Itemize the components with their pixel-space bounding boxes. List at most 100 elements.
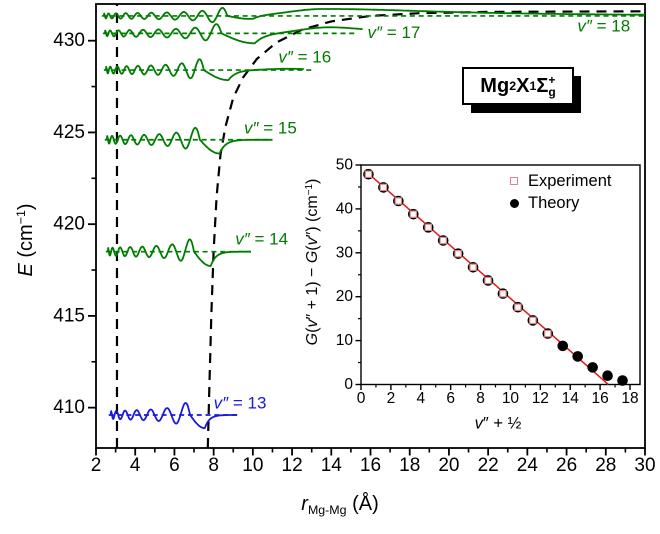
experiment-point <box>484 276 492 285</box>
main-y-tick-label: 430 <box>53 30 85 51</box>
experiment-point <box>394 197 403 205</box>
theory-point <box>587 362 598 373</box>
experiment-point <box>514 303 522 311</box>
theory-point <box>467 261 479 273</box>
main-plot: 2 4 6 8 10 12 14 16 18 20 22 24 26 28 3041041542042543… <box>53 3 656 476</box>
theory-points <box>363 168 628 386</box>
experiment-point <box>364 170 373 178</box>
molecule-state-label: Mg 2 X 1 Σ + g <box>462 67 574 105</box>
experiment-point <box>424 223 432 232</box>
level-label: v″ = 18 <box>577 17 630 36</box>
inset-y-axis-title: G(v″ + 1) − G(v″) (cm−1) <box>303 178 322 346</box>
inset-plot: 0 2 4 6 8 10 12 14 16 18 0 10 20 30 40 50 <box>336 157 641 407</box>
experiment-point <box>499 289 507 298</box>
main-y-axis-title: E (cm−1) <box>14 203 37 277</box>
level-label: v″ = 16 <box>278 48 331 67</box>
inset-y-tick-label: 50 <box>336 157 354 174</box>
theory-point <box>408 208 419 220</box>
theory-point <box>512 301 524 313</box>
experiment-open-square-icon <box>510 177 518 185</box>
experiment-points <box>364 170 552 338</box>
theory-point <box>497 288 509 299</box>
inset-y-tick-label: 20 <box>336 288 354 305</box>
inset-x-tick-label: 16 <box>591 390 608 407</box>
inset-y-tick-label: 30 <box>336 244 354 261</box>
main-y-tick-label: 425 <box>53 122 85 143</box>
legend-label-experiment: Experiment <box>528 171 612 190</box>
main-x-tick-label: 2 <box>91 455 102 476</box>
experiment-point <box>469 263 477 271</box>
level-v18: v″ = 18 <box>101 7 646 36</box>
experiment-point <box>544 329 552 338</box>
inset-x-tick-label: 10 <box>502 390 520 407</box>
legend-entry-theory: Theory <box>504 192 611 214</box>
main-x-tick-label: 10 <box>242 455 263 476</box>
main-x-tick-label: 4 <box>130 455 141 476</box>
main-x-tick-label: 18 <box>399 455 420 476</box>
theory-point <box>572 351 583 362</box>
inset-y-tick-label: 10 <box>336 332 354 349</box>
level-label: v″ = 17 <box>368 23 421 42</box>
theory-point <box>363 168 374 180</box>
main-x-tick-label: 8 <box>208 455 219 476</box>
level-label: v″ = 14 <box>235 229 288 248</box>
experiment-point <box>379 183 388 192</box>
main-x-tick-label: 28 <box>595 455 616 476</box>
legend-entry-experiment: Experiment <box>504 170 611 192</box>
main-x-tick-label: 24 <box>517 455 539 476</box>
inset-legend: Experiment Theory <box>504 170 611 214</box>
main-axis-ticks: 2 4 6 8 10 12 14 16 18 20 22 24 26 28 3041041542042543… <box>53 30 655 476</box>
main-x-tick-label: 20 <box>438 455 459 476</box>
wavefunction-curve <box>102 7 646 24</box>
main-y-tick-label: 410 <box>53 397 85 418</box>
experiment-point <box>409 210 418 218</box>
main-x-tick-label: 12 <box>282 455 303 476</box>
theory-point <box>527 315 539 326</box>
level-v17: v″ = 17 <box>102 23 421 45</box>
theory-point <box>393 195 404 207</box>
inset-y-tick-label: 0 <box>344 376 353 393</box>
theory-point <box>482 275 494 286</box>
level-v13: v″ = 13 <box>108 394 266 430</box>
wavefunction-curve <box>104 58 304 81</box>
main-y-tick-label: 415 <box>53 305 85 326</box>
outer-wall-dashed-curve <box>206 10 646 449</box>
inset-x-tick-label: 4 <box>416 390 425 407</box>
wavefunction-curve <box>103 23 364 45</box>
main-x-tick-label: 30 <box>634 455 655 476</box>
main-x-tick-label: 6 <box>169 455 180 476</box>
theory-point <box>452 248 464 259</box>
inset-x-tick-label: 0 <box>357 390 366 407</box>
main-x-tick-label: 14 <box>321 455 343 476</box>
level-v16: v″ = 16 <box>103 48 331 81</box>
inset-y-tick-label: 40 <box>336 200 354 217</box>
experiment-point <box>454 249 462 258</box>
inset-x-tick-label: 12 <box>532 390 549 407</box>
level-v14: v″ = 14 <box>105 229 288 267</box>
theory-point <box>422 222 434 233</box>
inset-x-tick-label: 2 <box>387 390 396 407</box>
theory-point <box>602 370 613 382</box>
theory-point <box>557 340 569 352</box>
inset-x-tick-label: 6 <box>446 390 455 407</box>
legend-label-theory: Theory <box>528 193 580 212</box>
inset-x-tick-label: 14 <box>562 390 580 407</box>
main-x-tick-label: 16 <box>360 455 381 476</box>
theory-point <box>542 328 554 339</box>
theory-point <box>437 235 449 246</box>
level-v15: v″ = 15 <box>104 118 297 155</box>
inset-x-tick-label: 18 <box>621 390 638 407</box>
experiment-point <box>529 316 537 325</box>
main-x-tick-label: 22 <box>478 455 499 476</box>
wavefunction-curve <box>105 126 274 155</box>
main-y-tick-label: 420 <box>53 214 85 235</box>
theory-filled-circle-icon <box>509 198 519 208</box>
wavefunction-curve <box>109 402 238 430</box>
inset-x-axis-title: v″ + ½ <box>474 414 522 433</box>
theory-point <box>378 182 389 193</box>
potential-curve-dashed <box>115 4 646 449</box>
inset-x-tick-label: 8 <box>476 390 485 407</box>
main-x-axis-title: rMg-Mg (Å) <box>301 493 379 517</box>
